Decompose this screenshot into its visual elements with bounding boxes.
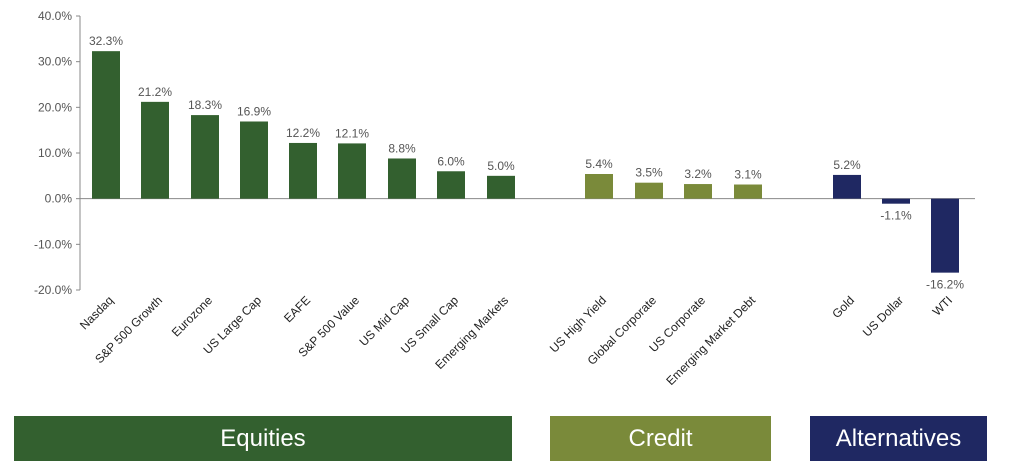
data-label: 3.5% [635, 166, 663, 180]
data-label: 3.1% [734, 168, 762, 182]
bar [338, 143, 366, 199]
data-label: 6.0% [437, 154, 465, 168]
category-label: WTI [930, 293, 955, 318]
data-label: 21.2% [138, 85, 172, 99]
group-label-alternatives: Alternatives [835, 424, 962, 452]
group-label-equities: Equities [220, 424, 306, 452]
bar [487, 175, 515, 199]
data-label: 12.2% [286, 126, 320, 140]
bar [734, 184, 762, 199]
bar [240, 121, 268, 199]
category-label: Gold [829, 293, 857, 321]
bar [92, 51, 120, 199]
data-labels: 32.3% 21.2% 18.3% 16.9% 12.2% 12.1% 8.8% 6.0% 5.… [89, 34, 964, 291]
y-tick-label: 40.0% [38, 9, 72, 23]
category-label: US Dollar [860, 293, 906, 339]
bar [585, 174, 613, 199]
data-label: 8.8% [388, 141, 416, 155]
data-label: 16.9% [237, 104, 271, 118]
category-label: Eurozone [169, 293, 215, 339]
data-label: -16.2% [926, 278, 964, 292]
bar [388, 158, 416, 199]
data-label: 3.2% [684, 167, 712, 181]
bar [684, 184, 712, 199]
category-label: Emerging Market Debt [663, 293, 758, 388]
bar [635, 182, 663, 199]
data-label: 5.2% [833, 158, 861, 172]
group-band-credit: Credit [550, 416, 771, 461]
bar [289, 142, 317, 199]
bar [191, 115, 219, 199]
y-tick-label: 20.0% [38, 100, 72, 114]
bar [882, 198, 910, 204]
bar [437, 171, 465, 199]
category-label: Nasdaq [77, 293, 116, 332]
bar [931, 198, 959, 273]
y-tick-label: 30.0% [38, 55, 72, 69]
y-tick-label: -10.0% [34, 237, 72, 251]
y-axis: 40.0% 30.0% 20.0% 10.0% 0.0% -10.0% -20.0% [34, 9, 975, 297]
group-band-alternatives: Alternatives [810, 416, 987, 461]
data-label: 32.3% [89, 34, 123, 48]
data-label: 12.1% [335, 126, 369, 140]
group-band-equities: Equities [14, 416, 512, 461]
data-label: 5.4% [585, 157, 613, 171]
bar [833, 174, 861, 199]
y-tick-label: 0.0% [45, 192, 73, 206]
bar [141, 101, 169, 199]
group-label-credit: Credit [628, 424, 693, 452]
bars [92, 51, 959, 273]
data-label: -1.1% [880, 209, 912, 223]
data-label: 5.0% [487, 159, 515, 173]
category-label: EAFE [281, 293, 313, 325]
y-tick-label: 10.0% [38, 146, 72, 160]
data-label: 18.3% [188, 98, 222, 112]
y-tick-label: -20.0% [34, 283, 72, 297]
